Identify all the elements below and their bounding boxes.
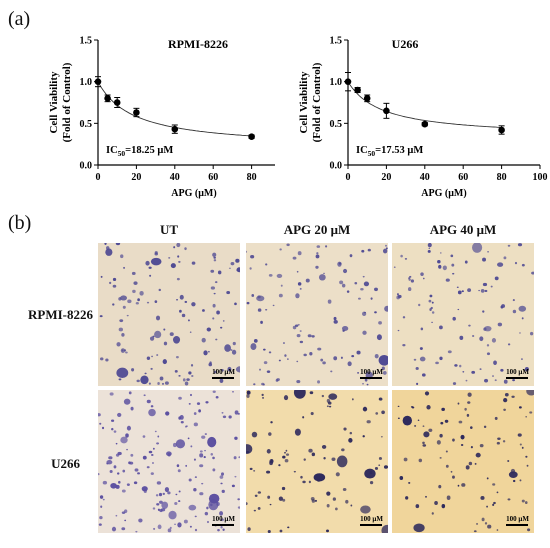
ic50-annotation: IC50=17.53 μM [356,145,423,158]
y-tick-label: 1.0 [80,77,93,88]
micrograph-rpmi-ut: 100 μM [98,243,240,386]
column-header-ut: UT [159,222,179,237]
scale-bar-label: 100 μM [506,515,529,523]
x-tick-label: 40 [170,172,180,183]
x-tick-label: 0 [96,172,101,183]
scale-bar-label: 100 μM [212,515,235,523]
data-point [94,78,102,85]
micrograph-image [98,243,240,386]
scale-bar [212,524,234,526]
y-tick-label: 0.0 [80,161,93,172]
data-point [113,99,121,106]
scale-bar-label: 100 μM [360,515,383,523]
fit-curve [347,81,502,128]
row-header-rpmi-8226: RPMI-8226 [28,307,93,322]
y-tick-label: 0.5 [80,119,93,130]
y-tick-label: 0.5 [330,119,343,130]
ic50-annotation: IC50=18.25 μM [106,145,173,158]
data-point [498,126,505,134]
micrograph-image [98,390,240,533]
x-axis-label: APG (μM) [421,188,466,199]
chart-u266: 0.0 0.5 1.0 1.5 0 20 40 60 80 100 APG (μM) Cell Via… [298,36,548,200]
y-tick-label: 1.0 [330,77,343,88]
scale-bar-label: 100 μM [506,368,529,376]
column-header-apg40: APG 40 μM [429,222,497,237]
column-header-apg20: APG 20 μM [283,222,351,237]
micrograph-u266-apg20: 100 μM [246,390,388,533]
micrograph-u266-ut: 100 μM [98,390,240,533]
x-tick-label: 80 [247,172,257,183]
panel-a-label: (a) [8,8,31,30]
data-point [344,78,352,85]
scale-bar [212,377,234,379]
micrograph-rpmi-apg20: 100 μM [246,243,388,386]
x-tick-label: 100 [533,172,548,183]
x-axis-label: APG (μM) [171,188,216,199]
data-point [104,95,111,102]
data-point [421,120,429,128]
data-point [171,125,179,133]
y-tick-label: 1.5 [330,36,343,47]
x-tick-label: 20 [131,172,141,183]
x-tick-label: 40 [420,172,430,183]
micrograph-image [246,243,388,386]
y-axis-label: Cell Viability(Fold of Control) [298,62,323,142]
micrograph-image [246,390,388,533]
scale-bar [360,524,382,526]
data-point [383,107,390,115]
scale-bar-label: 100 μM [360,368,383,376]
micrograph-rpmi-apg40: 100 μM [392,243,534,386]
y-tick-label: 0.0 [330,161,343,172]
data-point [354,86,361,94]
chart-title: U266 [392,37,419,51]
scale-bar [506,524,528,526]
data-point [248,133,255,140]
scale-bar [506,377,528,379]
chart-title: RPMI-8226 [168,37,228,51]
x-tick-label: 20 [381,172,391,183]
scale-bar [360,377,382,379]
y-axis-label: Cell Viability(Fold of Control) [48,62,73,142]
data-point [363,95,371,102]
y-tick-label: 1.5 [80,36,93,47]
x-tick-label: 0 [346,172,351,183]
panel-b-label: (b) [8,212,32,234]
data-point [133,109,140,116]
row-header-u266: U266 [51,456,80,471]
x-tick-label: 60 [458,172,468,183]
micrograph-image [392,390,534,533]
x-tick-label: 80 [497,172,507,183]
x-tick-label: 60 [208,172,218,183]
scale-bar-label: 100 μM [212,368,235,376]
micrograph-u266-apg40: 100 μM [392,390,534,533]
micrograph-image [392,243,534,386]
